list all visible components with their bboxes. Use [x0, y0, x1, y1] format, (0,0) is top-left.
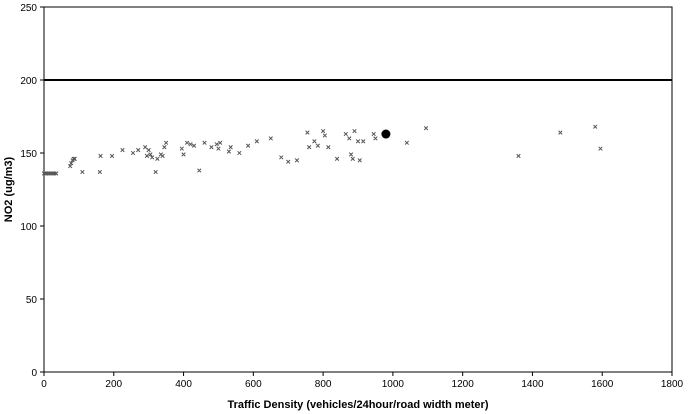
data-point-x-marker — [197, 168, 202, 173]
data-point-x-marker — [558, 130, 563, 135]
data-point-x-marker — [322, 133, 328, 138]
data-point-x-marker — [188, 142, 193, 147]
data-point-x-marker — [268, 136, 273, 141]
data-point-x-marker — [320, 128, 326, 134]
y-tick-label: 0 — [31, 368, 37, 379]
y-tick-label: 50 — [26, 295, 38, 306]
data-point-x-marker — [109, 153, 115, 159]
data-point-x-marker — [357, 158, 362, 163]
data-point-x-marker — [98, 153, 103, 159]
data-point-x-marker — [179, 146, 184, 151]
data-point-x-marker — [155, 156, 160, 161]
data-point-x-marker — [315, 143, 321, 148]
data-point-x-marker — [136, 147, 141, 153]
data-point-x-marker — [307, 145, 312, 150]
x-tick-label: 200 — [105, 379, 122, 390]
data-point-x-marker — [148, 152, 153, 157]
data-point-x-marker — [80, 169, 85, 175]
x-tick-label: 1400 — [521, 379, 544, 390]
data-point-x-marker — [72, 156, 77, 161]
data-point-x-marker — [144, 153, 150, 159]
x-tick-label: 0 — [41, 379, 47, 390]
data-point-x-marker — [286, 159, 291, 164]
data-point-x-marker — [347, 136, 352, 141]
data-points — [41, 124, 603, 176]
data-point-x-marker — [423, 126, 429, 131]
highlight-data-point — [381, 129, 391, 139]
x-tick-label: 400 — [175, 379, 192, 390]
data-point-x-marker — [214, 142, 219, 147]
data-point-x-marker — [54, 171, 59, 176]
data-point-x-marker — [143, 145, 148, 150]
data-point-x-marker — [163, 140, 169, 145]
x-tick-label: 600 — [245, 379, 262, 390]
data-point-x-marker — [191, 143, 197, 148]
data-point-x-marker — [348, 152, 354, 157]
y-tick-label: 200 — [20, 76, 37, 87]
data-point-x-marker — [209, 145, 214, 150]
data-point-x-marker — [334, 156, 340, 161]
x-axis-ticks: 0 200 400 600 800 1000 1200 1400 1600 1800 — [41, 372, 684, 390]
data-point-x-marker — [343, 131, 348, 137]
data-point-x-marker — [254, 139, 259, 144]
data-point-x-marker — [184, 140, 190, 145]
data-point-x-marker — [228, 145, 233, 150]
data-point-x-marker — [69, 161, 74, 166]
x-tick-label: 1000 — [382, 379, 405, 390]
data-point-x-marker — [150, 155, 155, 160]
y-tick-label: 150 — [20, 149, 37, 160]
data-point-x-marker — [373, 136, 378, 141]
data-point-x-marker — [294, 158, 300, 163]
data-point-x-marker — [202, 140, 207, 145]
data-point-x-marker — [216, 146, 221, 151]
data-point-x-marker — [516, 153, 521, 159]
x-tick-label: 1800 — [661, 379, 684, 390]
y-axis-title: NO2 (ug/m3) — [3, 156, 15, 222]
x-tick-label: 800 — [315, 379, 332, 390]
data-point-x-marker — [97, 169, 102, 175]
data-point-x-marker — [312, 139, 317, 144]
data-point-x-marker — [130, 150, 136, 156]
y-tick-label: 100 — [20, 222, 37, 233]
data-point-x-marker — [71, 156, 76, 161]
data-point-x-marker — [598, 146, 603, 151]
data-point-x-marker — [160, 153, 165, 159]
x-axis-title: Traffic Density (vehicles/24hour/road wi… — [227, 399, 488, 411]
data-point-x-marker — [181, 152, 186, 157]
data-point-x-marker — [245, 143, 251, 148]
data-point-x-marker — [226, 149, 232, 154]
data-point-x-marker — [68, 163, 73, 169]
data-point-x-marker — [361, 139, 366, 144]
plot-frame — [43, 6, 673, 373]
data-point-x-marker — [305, 130, 310, 135]
data-point-x-marker — [326, 145, 331, 150]
data-point-x-marker — [237, 150, 242, 156]
data-point-x-marker — [593, 124, 598, 129]
y-tick-label: 250 — [20, 3, 37, 14]
data-point-x-marker — [218, 140, 223, 145]
data-point-x-marker — [352, 128, 357, 134]
data-point-x-marker — [153, 169, 158, 175]
data-point-x-marker — [404, 140, 409, 145]
data-point-x-marker — [146, 147, 151, 153]
data-point-x-marker — [355, 139, 361, 144]
x-tick-label: 1600 — [591, 379, 614, 390]
data-point-x-marker — [350, 156, 355, 161]
x-tick-label: 1200 — [452, 379, 475, 390]
data-point-x-marker — [279, 155, 284, 160]
data-point-x-marker — [120, 147, 125, 153]
y-axis-ticks: 0 50 100 150 200 250 — [20, 3, 44, 379]
plot-area-border — [43, 6, 673, 373]
data-point-x-marker — [371, 131, 376, 137]
data-point-x-marker — [162, 145, 167, 150]
